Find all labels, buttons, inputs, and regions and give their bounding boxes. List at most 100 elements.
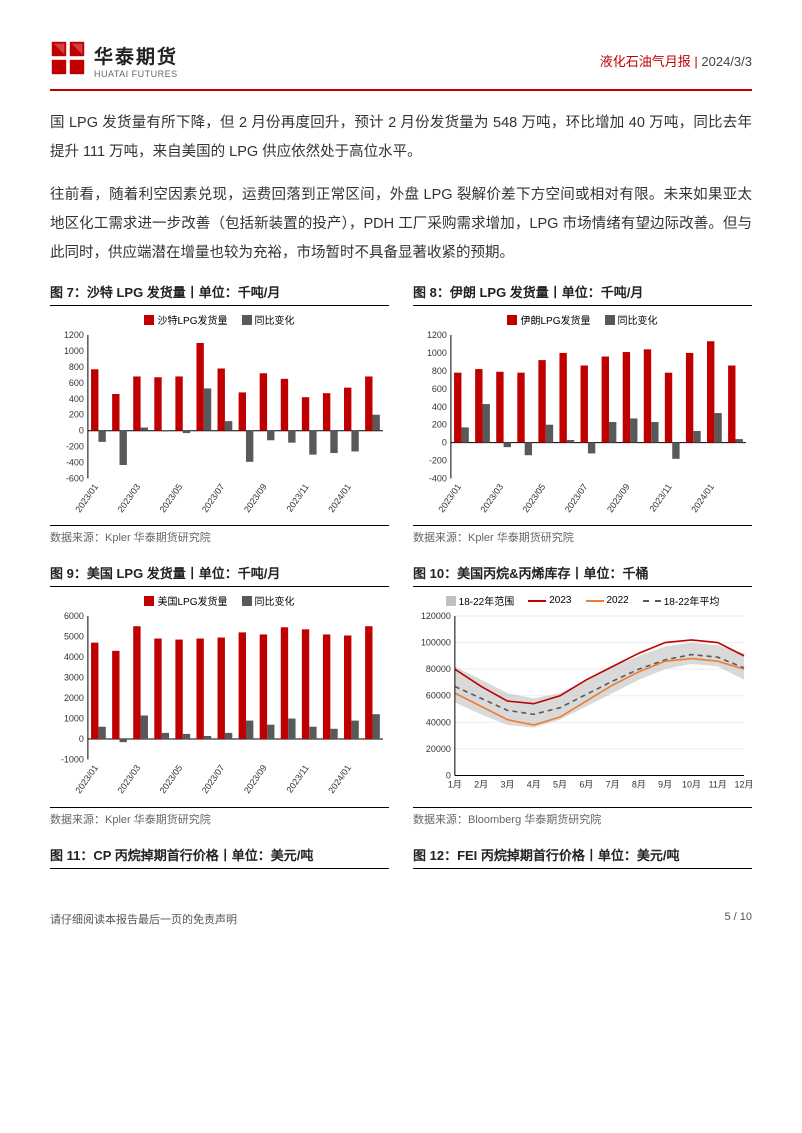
svg-text:-1000: -1000 — [61, 755, 84, 765]
svg-text:0: 0 — [442, 438, 447, 448]
legend-item: 同比变化 — [242, 593, 295, 608]
svg-text:2月: 2月 — [474, 780, 488, 790]
legend-item: 伊朗LPG发货量 — [507, 312, 590, 327]
svg-text:6月: 6月 — [579, 780, 593, 790]
legend-line — [528, 600, 546, 602]
legend-item: 18-22年平均 — [643, 593, 720, 608]
legend-item: 18-22年范围 — [446, 593, 515, 608]
svg-text:2023/01: 2023/01 — [73, 763, 100, 795]
chart-9-title: 图 9：美国 LPG 发货量丨单位：千吨/月 — [50, 563, 389, 587]
chart-11-block: 图 11：CP 丙烷掉期首行价格丨单位：美元/吨 — [50, 845, 389, 871]
svg-text:1200: 1200 — [427, 330, 447, 340]
chart-9-source: 数据来源：Kpler 华泰期货研究院 — [50, 807, 389, 827]
svg-text:600: 600 — [432, 384, 447, 394]
legend-label: 伊朗LPG发货量 — [520, 312, 590, 327]
chart-12-title: 图 12：FEI 丙烷掉期首行价格丨单位：美元/吨 — [413, 845, 752, 869]
svg-text:2023/09: 2023/09 — [242, 763, 269, 795]
svg-text:40000: 40000 — [426, 718, 451, 728]
svg-text:-600: -600 — [66, 474, 84, 484]
svg-text:5月: 5月 — [553, 780, 567, 790]
charts-grid: 图 7：沙特 LPG 发货量丨单位：千吨/月 沙特LPG发货量 同比变化 -60… — [50, 282, 752, 871]
svg-text:0: 0 — [79, 734, 84, 744]
chart-8-title: 图 8：伊朗 LPG 发货量丨单位：千吨/月 — [413, 282, 752, 306]
chart-10-title: 图 10：美国丙烷&丙烯库存丨单位：千桶 — [413, 563, 752, 587]
svg-text:100000: 100000 — [421, 638, 451, 648]
paragraph-2: 往前看，随着利空因素兑现，运费回落到正常区间，外盘 LPG 裂解价差下方空间或相… — [50, 181, 752, 268]
svg-text:-400: -400 — [66, 458, 84, 468]
svg-text:2023/03: 2023/03 — [115, 763, 142, 795]
chart-10-block: 图 10：美国丙烷&丙烯库存丨单位：千桶 18-22年范围 2023 2022 … — [413, 563, 752, 836]
svg-text:2023/03: 2023/03 — [115, 482, 142, 514]
svg-text:3000: 3000 — [64, 673, 84, 683]
svg-text:800: 800 — [69, 362, 84, 372]
svg-text:2023/09: 2023/09 — [242, 482, 269, 514]
legend-item: 同比变化 — [242, 312, 295, 327]
chart-11-title: 图 11：CP 丙烷掉期首行价格丨单位：美元/吨 — [50, 845, 389, 869]
logo-en: HUATAI FUTURES — [94, 69, 178, 79]
svg-text:1月: 1月 — [448, 780, 462, 790]
legend-label: 同比变化 — [255, 593, 295, 608]
legend-label: 2023 — [549, 595, 571, 606]
chart-7-svg: -600-400-2000200400600800100012002023/01… — [50, 329, 389, 518]
report-name: 液化石油气月报 — [600, 54, 691, 69]
paragraph-1: 国 LPG 发货量有所下降，但 2 月份再度回升，预计 2 月份发货量为 548… — [50, 109, 752, 167]
legend-swatch — [242, 315, 252, 325]
svg-text:5000: 5000 — [64, 632, 84, 642]
svg-text:4月: 4月 — [527, 780, 541, 790]
svg-text:400: 400 — [432, 402, 447, 412]
logo-text: 华泰期货 HUATAI FUTURES — [94, 42, 178, 79]
page-footer: 请仔细阅读本报告最后一页的免责声明 5 / 10 — [50, 911, 752, 927]
legend-swatch — [242, 596, 252, 606]
svg-text:8月: 8月 — [632, 780, 646, 790]
chart-8-svg: -400-2000200400600800100012002023/012023… — [413, 329, 752, 518]
legend-item: 2022 — [586, 595, 629, 606]
svg-text:2023/07: 2023/07 — [200, 482, 227, 514]
svg-text:0: 0 — [79, 426, 84, 436]
legend-item: 美国LPG发货量 — [144, 593, 227, 608]
svg-text:2023/03: 2023/03 — [478, 482, 505, 514]
chart-10-source: 数据来源：Bloomberg 华泰期货研究院 — [413, 807, 752, 827]
legend-swatch — [144, 315, 154, 325]
svg-text:2023/05: 2023/05 — [158, 482, 185, 514]
svg-text:2023/01: 2023/01 — [73, 482, 100, 514]
svg-text:2024/01: 2024/01 — [326, 482, 353, 514]
svg-text:2023/09: 2023/09 — [605, 482, 632, 514]
svg-text:4000: 4000 — [64, 652, 84, 662]
legend-swatch — [446, 596, 456, 606]
svg-text:-200: -200 — [429, 456, 447, 466]
page-container: 华泰期货 HUATAI FUTURES 液化石油气月报 | 2024/3/3 国… — [0, 0, 802, 957]
page-header: 华泰期货 HUATAI FUTURES 液化石油气月报 | 2024/3/3 — [50, 40, 752, 91]
svg-text:3月: 3月 — [500, 780, 514, 790]
legend-label: 沙特LPG发货量 — [157, 312, 227, 327]
svg-text:2024/01: 2024/01 — [689, 482, 716, 514]
chart-7-source: 数据来源：Kpler 华泰期货研究院 — [50, 525, 389, 545]
svg-text:800: 800 — [432, 366, 447, 376]
legend-dash — [643, 600, 661, 602]
svg-text:2023/05: 2023/05 — [158, 763, 185, 795]
svg-text:10月: 10月 — [682, 780, 701, 790]
svg-text:1000: 1000 — [64, 346, 84, 356]
chart-10-legend: 18-22年范围 2023 2022 18-22年平均 — [413, 589, 752, 610]
chart-7-block: 图 7：沙特 LPG 发货量丨单位：千吨/月 沙特LPG发货量 同比变化 -60… — [50, 282, 389, 555]
legend-swatch — [507, 315, 517, 325]
svg-text:2000: 2000 — [64, 693, 84, 703]
svg-text:200: 200 — [432, 420, 447, 430]
svg-text:11月: 11月 — [709, 780, 727, 790]
logo-cn: 华泰期货 — [94, 42, 178, 69]
legend-label: 18-22年范围 — [459, 593, 515, 608]
chart-8-block: 图 8：伊朗 LPG 发货量丨单位：千吨/月 伊朗LPG发货量 同比变化 -40… — [413, 282, 752, 555]
chart-9-svg: -100001000200030004000500060002023/01202… — [50, 610, 389, 799]
legend-label: 美国LPG发货量 — [157, 593, 227, 608]
svg-text:9月: 9月 — [658, 780, 672, 790]
legend-item: 2023 — [528, 595, 571, 606]
legend-item: 沙特LPG发货量 — [144, 312, 227, 327]
logo-block: 华泰期货 HUATAI FUTURES — [50, 40, 178, 81]
legend-line — [586, 600, 604, 602]
legend-swatch — [605, 315, 615, 325]
svg-text:2023/11: 2023/11 — [284, 482, 310, 514]
svg-text:2023/11: 2023/11 — [284, 763, 310, 795]
huatai-logo-icon — [50, 40, 86, 81]
footer-page: 5 / 10 — [724, 911, 752, 927]
svg-text:400: 400 — [69, 394, 84, 404]
chart-7-legend: 沙特LPG发货量 同比变化 — [50, 308, 389, 329]
